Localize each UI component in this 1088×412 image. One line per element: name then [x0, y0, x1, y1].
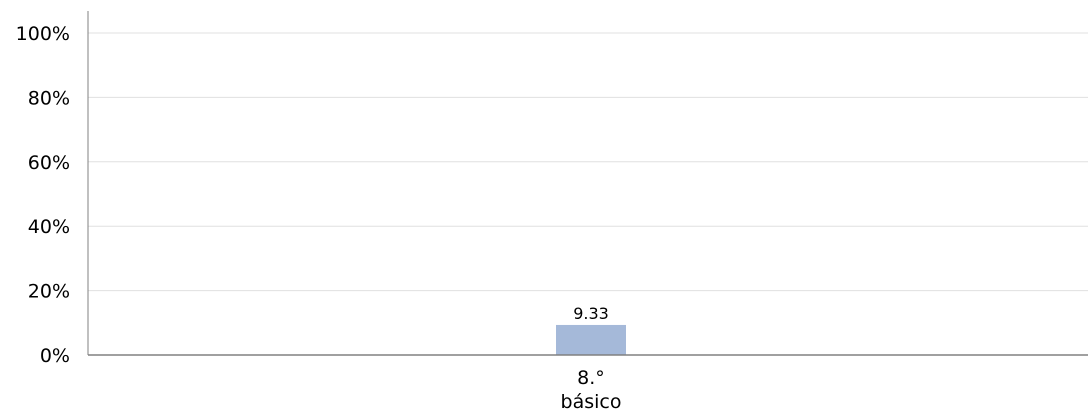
x-axis-category-labels: 8.°básico	[561, 367, 622, 412]
y-tick-label: 100%	[16, 23, 70, 45]
data-labels: 9.33	[573, 304, 609, 323]
bars	[556, 324, 626, 355]
bar-value-label: 9.33	[573, 304, 609, 323]
y-tick-label: 0%	[40, 345, 70, 367]
y-axis-tick-labels: 0% 20% 40% 60% 80% 100%	[16, 23, 70, 367]
x-category-label: 8.°	[577, 367, 605, 389]
y-tick-label: 20%	[28, 281, 70, 303]
bar	[556, 324, 626, 355]
axes	[87, 11, 1088, 356]
y-tick-label: 80%	[28, 87, 70, 109]
gridlines	[88, 32, 1088, 292]
y-tick-label: 60%	[28, 152, 70, 174]
y-tick-label: 40%	[28, 216, 70, 238]
x-category-label: básico	[561, 391, 622, 412]
